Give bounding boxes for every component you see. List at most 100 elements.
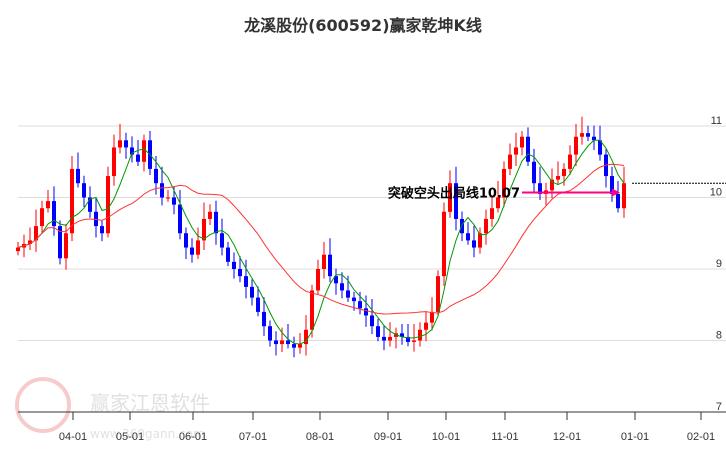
y-tick-label: 10 <box>710 187 722 199</box>
candle-body <box>40 208 44 227</box>
signal-arrow-icon <box>612 188 620 197</box>
candle-body <box>28 240 32 244</box>
candle-body <box>88 197 92 212</box>
watermark-brand: 赢家江恩软件 <box>90 391 210 415</box>
candle-body <box>58 226 62 259</box>
candle-body <box>364 308 368 316</box>
x-tick-label: 07-01 <box>239 431 267 443</box>
x-tick-label: 02-01 <box>687 431 715 443</box>
candle-body <box>190 247 194 255</box>
chart-title: 龙溪股份(600592)赢家乾坤K线 <box>244 16 482 35</box>
candle-body <box>580 133 584 137</box>
x-tick-label: 11-01 <box>491 431 518 443</box>
candle-body <box>142 140 146 162</box>
x-tick-label: 01-01 <box>621 431 649 443</box>
candle-body <box>358 301 362 309</box>
candle-body <box>304 329 308 345</box>
candle-body <box>610 176 614 194</box>
candle-body <box>376 326 380 337</box>
ma-line-5 <box>17 139 625 345</box>
candle-body <box>406 336 410 342</box>
ma-line-20 <box>17 163 625 315</box>
signal-annotation: 突破空头出局线10.07 <box>388 185 520 201</box>
candle-body <box>388 336 392 341</box>
candle-body <box>466 233 470 241</box>
candle-body <box>154 168 158 184</box>
y-tick-label: 9 <box>716 258 722 270</box>
candle-body <box>370 315 374 327</box>
candle-body <box>514 147 518 155</box>
candle-body <box>496 197 500 209</box>
x-tick-label: 08-01 <box>306 431 334 443</box>
candle-body <box>448 183 452 212</box>
watermark: 赢家江恩软件 www.360gann.com <box>15 377 210 441</box>
candle-body <box>460 218 464 234</box>
candle-body <box>214 211 218 234</box>
candle-body <box>124 140 128 148</box>
candle-body <box>196 240 200 255</box>
x-tick-label: 10-01 <box>432 431 460 443</box>
candle-body <box>532 161 536 184</box>
y-tick-label: 8 <box>716 330 722 342</box>
candle-body <box>598 140 602 155</box>
candle-body <box>538 183 542 194</box>
watermark-seal <box>15 377 71 433</box>
candle-body <box>52 201 56 227</box>
candle-body <box>172 197 176 205</box>
y-tick-label: 11 <box>711 115 722 127</box>
x-tick-label: 09-01 <box>374 431 402 443</box>
candle-body <box>442 211 446 277</box>
candle-body <box>508 154 512 169</box>
candle-body <box>346 290 350 298</box>
candle-body <box>238 269 242 277</box>
candle-body <box>520 136 524 148</box>
candle-body <box>436 276 440 312</box>
candle-body <box>616 193 620 209</box>
candle-body <box>586 133 590 137</box>
candle-body <box>418 329 422 341</box>
candle-body <box>478 233 482 248</box>
candle-body <box>46 201 50 209</box>
x-tick-label: 12-01 <box>553 431 581 443</box>
candle-body <box>454 183 458 219</box>
candle-body <box>136 154 140 162</box>
watermark-url: www.360gann.com <box>90 427 205 441</box>
candle-body <box>100 226 104 234</box>
candle-body <box>250 286 254 298</box>
candle-body <box>256 297 260 312</box>
candle-body <box>562 168 566 177</box>
candle-body <box>118 140 122 148</box>
candle-body <box>568 154 572 169</box>
y-tick-label: 7 <box>716 401 722 413</box>
candle-body <box>472 240 476 248</box>
candle-body <box>400 333 404 337</box>
candle-body <box>550 179 554 191</box>
candle-body <box>202 218 206 241</box>
candle-body <box>526 136 530 162</box>
candle-body <box>220 233 224 248</box>
candle-body <box>268 326 272 341</box>
candle-body <box>106 176 110 234</box>
candle-body <box>310 290 314 330</box>
candle-body <box>574 136 578 155</box>
candle-body <box>34 226 38 241</box>
candle-body <box>70 168 74 234</box>
candle-body <box>244 276 248 287</box>
candle-body <box>292 344 296 348</box>
candle-body <box>556 176 560 180</box>
candle-body <box>340 283 344 291</box>
candle-body <box>502 168 506 198</box>
candle-body <box>328 254 332 277</box>
candle-body <box>94 211 98 227</box>
candle-body <box>298 344 302 348</box>
candle-body <box>64 233 68 259</box>
candle-body <box>262 311 266 327</box>
candle-body <box>232 261 236 269</box>
candle-body <box>130 147 134 155</box>
candle-body <box>322 254 326 269</box>
candle-body <box>424 322 428 330</box>
candle-body <box>208 211 212 219</box>
candle-body <box>76 168 80 184</box>
candle-body <box>160 183 164 198</box>
